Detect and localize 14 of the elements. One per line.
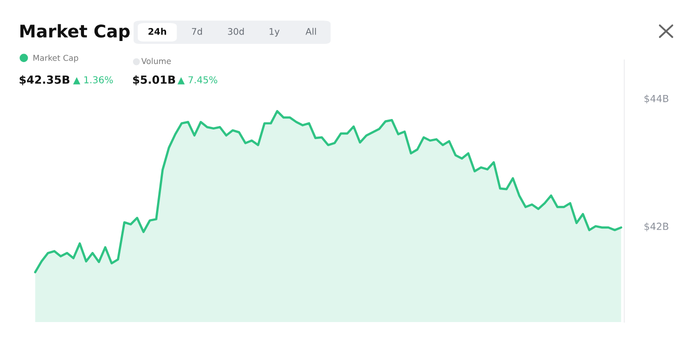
annotation: Volume bbox=[141, 58, 171, 64]
annotation: $5.01B bbox=[133, 75, 176, 86]
text: 1y bbox=[270, 28, 280, 37]
text: 24h bbox=[148, 28, 166, 35]
annotation: $42.35B bbox=[20, 75, 70, 86]
y-tick-label: $44B bbox=[644, 94, 668, 104]
text: All bbox=[306, 28, 316, 35]
annotation: ▲ 1.36% bbox=[73, 76, 113, 84]
legend-label: Market Cap bbox=[33, 54, 78, 62]
text: 30d bbox=[228, 28, 244, 35]
text: 7d bbox=[192, 28, 202, 35]
annotation: ▲ 7.45% bbox=[178, 76, 218, 84]
y-tick-label: $42B bbox=[644, 222, 668, 232]
chart-title: Market Cap bbox=[20, 24, 130, 41]
